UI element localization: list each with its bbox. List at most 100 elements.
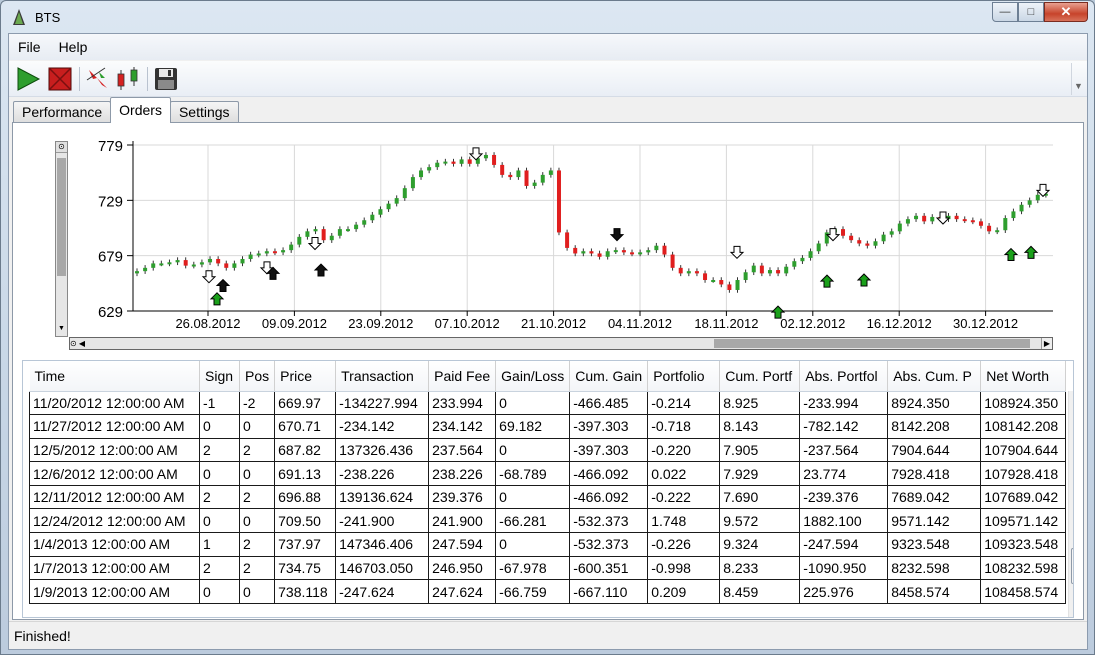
- table-cell: 9323.548: [887, 532, 982, 557]
- column-header[interactable]: Net Worth: [980, 361, 1067, 392]
- column-header[interactable]: Abs. Portfol: [799, 361, 889, 392]
- column-header[interactable]: Transaction: [335, 361, 430, 392]
- scroll-thumb[interactable]: [1071, 548, 1073, 584]
- candle-body: [248, 254, 253, 259]
- candle-body: [467, 159, 472, 164]
- candle-body: [889, 231, 894, 235]
- table-row[interactable]: 12/24/2012 12:00:00 AM 0 0 709.50 -241.900 24…: [29, 508, 1067, 534]
- table-row[interactable]: 1/9/2013 12:00:00 AM 0 0 738.118 -247.624 247…: [29, 579, 1067, 604]
- table-cell: 670.71: [274, 414, 337, 439]
- table-row[interactable]: 1/4/2013 12:00:00 AM 1 2 737.97 147346.406 24…: [29, 532, 1067, 557]
- candle-body: [508, 174, 513, 178]
- candle-body: [313, 229, 318, 232]
- column-header[interactable]: Pos: [239, 361, 276, 392]
- table-cell: 9.572: [719, 508, 801, 534]
- scroll-thumb[interactable]: [57, 158, 66, 276]
- stop-icon[interactable]: [47, 66, 73, 92]
- toolbar-overflow-button[interactable]: ▼: [1071, 63, 1085, 95]
- zoom-reset-icon[interactable]: ⊙: [56, 142, 67, 153]
- table-cell: -0.226: [647, 532, 721, 557]
- table-row[interactable]: 12/6/2012 12:00:00 AM 0 0 691.13 -238.226 238…: [29, 461, 1067, 486]
- scroll-right-icon[interactable]: ▶: [1041, 338, 1052, 349]
- sell-signal-arrow: [825, 228, 841, 242]
- tab-orders[interactable]: Orders: [110, 97, 171, 123]
- column-header[interactable]: Gain/Loss: [495, 361, 571, 392]
- candlestick-icon[interactable]: [115, 66, 141, 92]
- table-cell: -0.214: [647, 390, 721, 416]
- signal-arrows-icon[interactable]: [85, 66, 111, 92]
- table-cell: 0: [495, 390, 571, 416]
- buy-signal-arrow: [265, 266, 281, 280]
- candle-body: [289, 244, 294, 251]
- orders-panel: 779 729 679 629 26.08.2012 09.09.2012 23.09.20…: [12, 122, 1084, 620]
- column-header[interactable]: Price: [274, 361, 337, 392]
- table-cell: -134227.994: [335, 390, 430, 416]
- table-cell: 1882.100: [799, 508, 889, 534]
- menu-help[interactable]: Help: [58, 39, 88, 55]
- buy-signal-arrow: [1023, 245, 1039, 259]
- minimize-button[interactable]: —: [992, 2, 1018, 22]
- tab-settings[interactable]: Settings: [169, 101, 239, 123]
- play-icon[interactable]: [15, 66, 41, 92]
- column-header[interactable]: Cum. Gain: [569, 361, 649, 392]
- chart-horizontal-scrollbar[interactable]: ⊙ ◀ ▶: [69, 337, 1053, 350]
- buy-signal-arrow: [770, 305, 786, 319]
- x-tick-label: 07.10.2012: [435, 316, 500, 331]
- table-cell: 146703.050: [335, 555, 430, 581]
- close-button[interactable]: ✕: [1044, 2, 1088, 22]
- candle-body: [881, 234, 886, 242]
- save-icon[interactable]: [153, 66, 179, 92]
- table-cell: 0: [199, 508, 240, 534]
- table-cell: 2: [199, 437, 240, 463]
- table-row[interactable]: 12/5/2012 12:00:00 AM 2 2 687.82 137326.436 2…: [29, 437, 1067, 463]
- column-header[interactable]: Cum. Portf: [719, 361, 801, 392]
- column-header[interactable]: Abs. Cum. P: [887, 361, 982, 392]
- app-logo-icon: [13, 9, 25, 25]
- table-cell: -66.759: [495, 579, 571, 604]
- candle-body: [175, 260, 180, 263]
- tab-performance[interactable]: Performance: [13, 101, 112, 123]
- title-bar[interactable]: BTS — □ ✕: [1, 1, 1094, 33]
- table-cell: -466.092: [569, 461, 649, 486]
- table-cell: 0: [199, 414, 240, 439]
- column-header[interactable]: Paid Fee: [428, 361, 497, 392]
- column-header[interactable]: Portfolio: [647, 361, 721, 392]
- candle-body: [378, 209, 383, 215]
- menu-file[interactable]: File: [18, 39, 41, 55]
- candle-body: [435, 162, 440, 168]
- column-header[interactable]: Time: [29, 361, 200, 392]
- maximize-button[interactable]: □: [1018, 2, 1044, 22]
- maximize-icon: □: [1027, 6, 1035, 18]
- scroll-down-icon[interactable]: ▼: [58, 325, 65, 332]
- candle-body: [954, 215, 959, 220]
- buy-signal-arrow: [819, 274, 835, 288]
- buy-signal-arrow: [856, 273, 872, 287]
- scroll-down-icon[interactable]: ▼: [1069, 601, 1073, 617]
- table-row[interactable]: 11/27/2012 12:00:00 AM 0 0 670.71 -234.142 23…: [29, 414, 1067, 439]
- candle-body: [792, 261, 797, 267]
- buy-signal-arrow: [1003, 247, 1019, 262]
- table-row[interactable]: 11/20/2012 12:00:00 AM -1 -2 669.97 -134227.…: [29, 390, 1067, 416]
- scroll-up-icon[interactable]: ▲: [1069, 391, 1073, 407]
- candle-body: [727, 284, 732, 290]
- candle-body: [776, 270, 781, 274]
- column-header[interactable]: Sign: [199, 361, 240, 392]
- candle-body: [1027, 200, 1032, 205]
- status-text: Finished!: [14, 628, 71, 644]
- candle-body: [216, 258, 221, 264]
- candle-body: [621, 250, 626, 253]
- scroll-left-icon[interactable]: ⊙ ◀: [70, 339, 86, 348]
- candle-body: [630, 252, 635, 255]
- chart-vertical-scrollbar[interactable]: ⊙ ▼: [55, 141, 68, 337]
- scroll-thumb[interactable]: [714, 339, 1030, 348]
- table-cell: -1090.950: [799, 555, 889, 581]
- table-cell: 107928.418: [980, 461, 1067, 486]
- candle-body: [183, 260, 188, 266]
- candle-body: [199, 262, 204, 265]
- table-cell: 8232.598: [887, 555, 982, 581]
- table-row[interactable]: 1/7/2013 12:00:00 AM 2 2 734.75 146703.050 24…: [29, 555, 1067, 581]
- candle-body: [565, 232, 570, 248]
- table-row[interactable]: 12/11/2012 12:00:00 AM 2 2 696.88 139136.624…: [29, 484, 1067, 510]
- grid-vertical-scrollbar[interactable]: ▲ ▼: [1068, 391, 1073, 617]
